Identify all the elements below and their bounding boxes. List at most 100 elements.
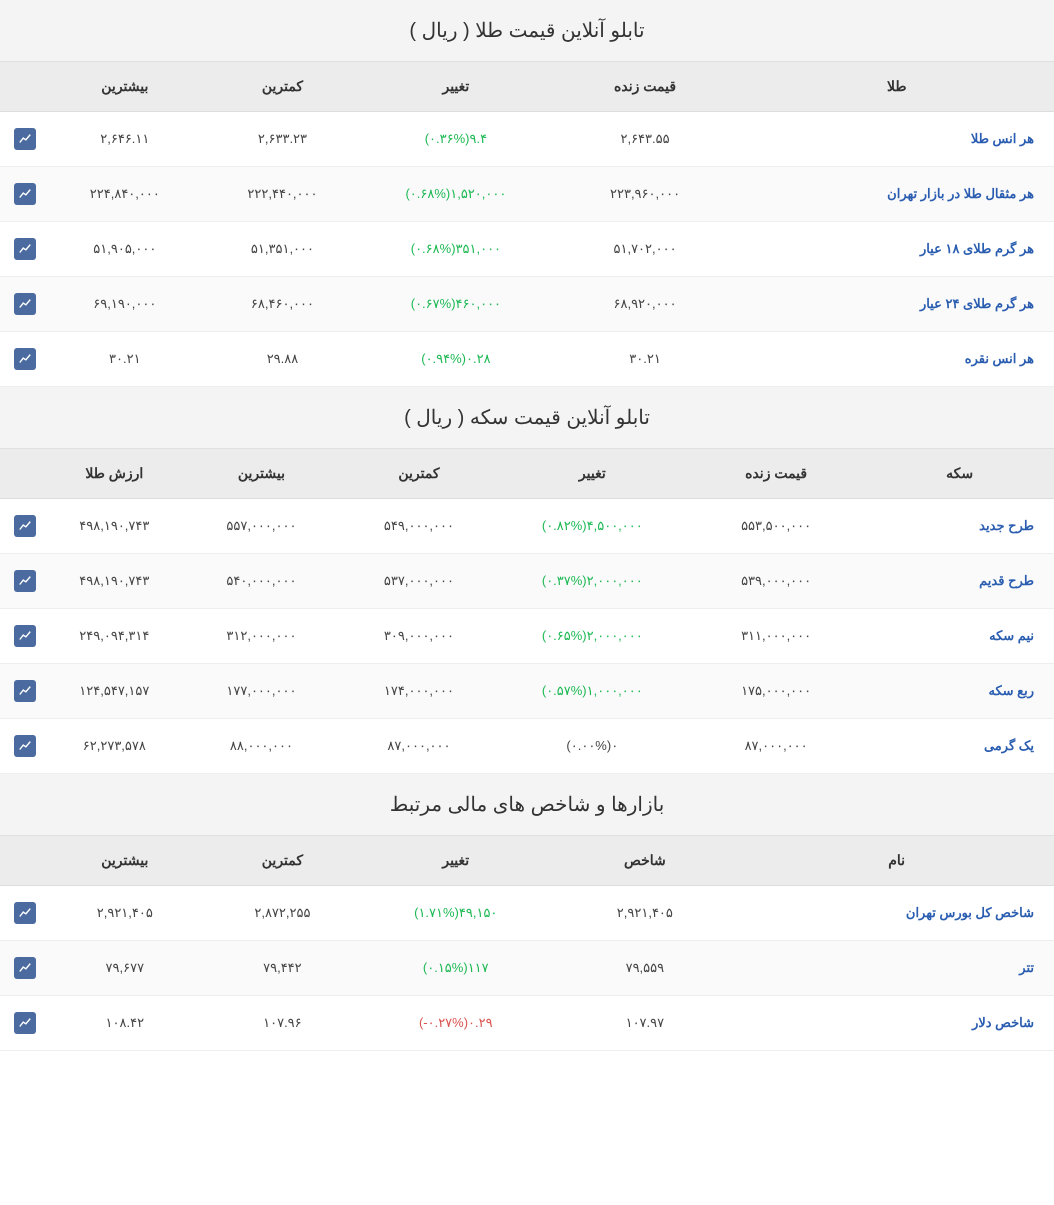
column-header: طلا bbox=[740, 62, 1054, 112]
chart-button-cell bbox=[0, 499, 46, 554]
column-header: تغییر bbox=[361, 836, 550, 886]
item-name-link[interactable]: یک گرمی bbox=[984, 738, 1034, 753]
change-cell: ۱۱۷(۰.۱۵%) bbox=[361, 941, 550, 996]
change-value: ۱,۰۰۰,۰۰۰ bbox=[587, 683, 643, 698]
chart-icon[interactable] bbox=[14, 515, 36, 537]
item-name-link[interactable]: هر انس طلا bbox=[971, 131, 1034, 146]
chart-icon[interactable] bbox=[14, 570, 36, 592]
live-price: ۸۷,۰۰۰,۰۰۰ bbox=[687, 719, 865, 774]
column-header: بیشترین bbox=[46, 62, 204, 112]
gold-value: ۶۲,۲۷۳,۵۷۸ bbox=[46, 719, 183, 774]
column-header: قیمت زنده bbox=[551, 62, 740, 112]
chart-icon[interactable] bbox=[14, 735, 36, 757]
chart-icon[interactable] bbox=[14, 348, 36, 370]
change-value: ۲,۰۰۰,۰۰۰ bbox=[587, 628, 643, 643]
change-cell: ۱,۰۰۰,۰۰۰(۰.۵۷%) bbox=[498, 664, 687, 719]
low-price: ۵۴۹,۰۰۰,۰۰۰ bbox=[340, 499, 498, 554]
item-name-link[interactable]: شاخص دلار bbox=[972, 1015, 1034, 1030]
table-row: هر انس نقره۳۰.۲۱۰.۲۸(۰.۹۴%)۲۹.۸۸۳۰.۲۱ bbox=[0, 332, 1054, 387]
price-table: نامشاخصتغییرکمترینبیشترینشاخص کل بورس ته… bbox=[0, 836, 1054, 1051]
change-cell: ۲,۰۰۰,۰۰۰(۰.۶۵%) bbox=[498, 609, 687, 664]
high-price: ۱۷۷,۰۰۰,۰۰۰ bbox=[183, 664, 341, 719]
column-header: تغییر bbox=[498, 449, 687, 499]
item-name-link[interactable]: طرح قدیم bbox=[979, 573, 1034, 588]
chart-button-cell bbox=[0, 222, 46, 277]
chart-icon[interactable] bbox=[14, 680, 36, 702]
low-price: ۶۸,۴۶۰,۰۰۰ bbox=[204, 277, 362, 332]
gold-value: ۱۲۴,۵۴۷,۱۵۷ bbox=[46, 664, 183, 719]
chart-icon[interactable] bbox=[14, 238, 36, 260]
low-price: ۲۹.۸۸ bbox=[204, 332, 362, 387]
gold-value: ۴۹۸,۱۹۰,۷۴۳ bbox=[46, 499, 183, 554]
item-name-link[interactable]: تتر bbox=[1019, 960, 1034, 975]
high-price: ۵۵۷,۰۰۰,۰۰۰ bbox=[183, 499, 341, 554]
item-name-link[interactable]: هر مثقال طلا در بازار تهران bbox=[887, 186, 1034, 201]
item-name-link[interactable]: ربع سکه bbox=[989, 683, 1034, 698]
change-percent: (۰.۳۶%) bbox=[425, 131, 470, 146]
live-price: ۵۳۹,۰۰۰,۰۰۰ bbox=[687, 554, 865, 609]
table-row: یک گرمی۸۷,۰۰۰,۰۰۰۰(۰.۰۰%)۸۷,۰۰۰,۰۰۰۸۸,۰۰… bbox=[0, 719, 1054, 774]
chart-button-cell bbox=[0, 554, 46, 609]
high-price: ۱۰۸.۴۲ bbox=[46, 996, 204, 1051]
item-name-link[interactable]: شاخص کل بورس تهران bbox=[906, 905, 1034, 920]
column-header: کمترین bbox=[204, 836, 362, 886]
item-name-link[interactable]: هر گرم طلای ۱۸ عیار bbox=[920, 241, 1034, 256]
chart-icon[interactable] bbox=[14, 1012, 36, 1034]
chart-button-cell bbox=[0, 609, 46, 664]
low-price: ۵۳۷,۰۰۰,۰۰۰ bbox=[340, 554, 498, 609]
high-price: ۲۲۴,۸۴۰,۰۰۰ bbox=[46, 167, 204, 222]
table-row: طرح قدیم ۵۳۹,۰۰۰,۰۰۰۲,۰۰۰,۰۰۰(۰.۳۷%)۵۳۷,۰… bbox=[0, 554, 1054, 609]
chart-icon[interactable] bbox=[14, 902, 36, 924]
item-name-link[interactable]: نیم سکه bbox=[989, 628, 1034, 643]
column-header: ارزش طلا bbox=[46, 449, 183, 499]
change-percent: (۰.۹۴%) bbox=[421, 351, 466, 366]
high-price: ۶۹,۱۹۰,۰۰۰ bbox=[46, 277, 204, 332]
column-header: شاخص bbox=[550, 836, 739, 886]
change-percent: (۰.۱۵%) bbox=[423, 960, 468, 975]
high-price: ۲,۹۲۱,۴۰۵ bbox=[46, 886, 204, 941]
low-price: ۳۰۹,۰۰۰,۰۰۰ bbox=[340, 609, 498, 664]
change-cell: ۹.۴(۰.۳۶%) bbox=[361, 112, 550, 167]
item-name-link[interactable]: هر گرم طلای ۲۴ عیار bbox=[920, 296, 1034, 311]
high-price: ۷۹,۶۷۷ bbox=[46, 941, 204, 996]
chart-button-cell bbox=[0, 941, 46, 996]
chart-icon[interactable] bbox=[14, 625, 36, 647]
high-price: ۲,۶۴۶.۱۱ bbox=[46, 112, 204, 167]
live-price: ۳۱۱,۰۰۰,۰۰۰ bbox=[687, 609, 865, 664]
column-header: کمترین bbox=[204, 62, 362, 112]
live-price: ۵۵۳,۵۰۰,۰۰۰ bbox=[687, 499, 865, 554]
high-price: ۵۴۰,۰۰۰,۰۰۰ bbox=[183, 554, 341, 609]
low-price: ۲۲۲,۴۴۰,۰۰۰ bbox=[204, 167, 362, 222]
change-cell: ۲,۰۰۰,۰۰۰(۰.۳۷%) bbox=[498, 554, 687, 609]
change-value: ۰.۲۸ bbox=[466, 351, 491, 366]
chart-icon[interactable] bbox=[14, 128, 36, 150]
high-price: ۸۸,۰۰۰,۰۰۰ bbox=[183, 719, 341, 774]
gold-value: ۴۹۸,۱۹۰,۷۴۳ bbox=[46, 554, 183, 609]
low-price: ۷۹,۴۴۲ bbox=[204, 941, 362, 996]
low-price: ۲,۶۳۳.۲۳ bbox=[204, 112, 362, 167]
change-percent: (۰.۸۲%) bbox=[542, 518, 587, 533]
item-name-link[interactable]: هر انس نقره bbox=[965, 351, 1034, 366]
change-value: ۰ bbox=[611, 738, 618, 753]
change-percent: (۰.۶۸%) bbox=[405, 186, 450, 201]
table-row: هر مثقال طلا در بازار تهران۲۲۳,۹۶۰,۰۰۰۱,… bbox=[0, 167, 1054, 222]
low-price: ۸۷,۰۰۰,۰۰۰ bbox=[340, 719, 498, 774]
table-row: ربع سکه۱۷۵,۰۰۰,۰۰۰۱,۰۰۰,۰۰۰(۰.۵۷%)۱۷۴,۰۰… bbox=[0, 664, 1054, 719]
price-table: طلاقیمت زندهتغییرکمترینبیشترینهر انس طلا… bbox=[0, 62, 1054, 387]
table-row: تتر۷۹,۵۵۹۱۱۷(۰.۱۵%)۷۹,۴۴۲۷۹,۶۷۷ bbox=[0, 941, 1054, 996]
change-value: ۴,۵۰۰,۰۰۰ bbox=[587, 518, 643, 533]
item-name-link[interactable]: طرح جدید bbox=[979, 518, 1034, 533]
column-header-chart bbox=[0, 62, 46, 112]
change-value: ۲,۰۰۰,۰۰۰ bbox=[587, 573, 643, 588]
change-percent: (۰.۶۵%) bbox=[542, 628, 587, 643]
section-title: تابلو آنلاین قیمت سکه ( ریال ) bbox=[0, 387, 1054, 449]
price-table: سکهقیمت زندهتغییرکمترینبیشترینارزش طلاطر… bbox=[0, 449, 1054, 774]
high-price: ۳۰.۲۱ bbox=[46, 332, 204, 387]
chart-icon[interactable] bbox=[14, 183, 36, 205]
low-price: ۱۰۷.۹۶ bbox=[204, 996, 362, 1051]
chart-icon[interactable] bbox=[14, 957, 36, 979]
live-price: ۲,۹۲۱,۴۰۵ bbox=[550, 886, 739, 941]
chart-icon[interactable] bbox=[14, 293, 36, 315]
change-value: ۴۹,۱۵۰ bbox=[459, 905, 498, 920]
change-percent: (۰.۰۰%) bbox=[566, 738, 611, 753]
